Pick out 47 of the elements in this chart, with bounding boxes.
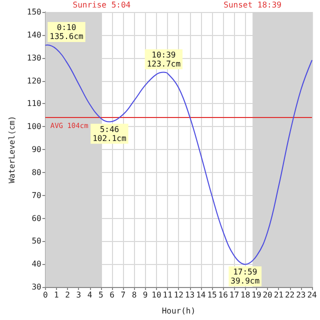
- y-tick-label: 110: [26, 99, 42, 108]
- y-tick-label: 40: [32, 260, 42, 269]
- x-tick-label: 22: [284, 290, 295, 300]
- x-tick-label: 24: [307, 290, 317, 300]
- x-tick-label: 5: [98, 290, 104, 300]
- band-label: Sunset 18:39: [224, 0, 282, 10]
- x-tick-label: 20: [262, 290, 273, 300]
- annotation: 0:10 135.6cm: [50, 23, 84, 41]
- y-tick-label: 30: [32, 282, 42, 292]
- band-label: Sunrise 5:04: [72, 0, 131, 10]
- x-tick-label: 23: [296, 290, 306, 300]
- x-tick-label: 9: [142, 290, 148, 300]
- x-tick-label: 0: [42, 290, 48, 300]
- x-tick-label: 8: [132, 290, 137, 300]
- x-tick-label: 12: [174, 290, 184, 300]
- x-tick-label: 15: [207, 290, 217, 300]
- x-tick-label: 18: [240, 290, 250, 300]
- x-tick-label: 13: [184, 290, 195, 300]
- x-tick-label: 14: [196, 290, 206, 300]
- y-tick-label: 80: [32, 168, 42, 177]
- y-tick-label: 130: [26, 53, 42, 62]
- y-tick-label: 120: [26, 76, 42, 86]
- y-tick-label: 100: [26, 122, 42, 132]
- annotation: 10:39 123.7cm: [146, 50, 181, 68]
- y-tick-label: 90: [32, 145, 42, 154]
- x-tick-label: 10: [152, 290, 162, 300]
- x-tick-label: 21: [274, 290, 284, 300]
- annotation: 17:59 39.9cm: [230, 267, 260, 286]
- y-tick-label: 60: [32, 214, 42, 223]
- y-tick-label: 140: [26, 30, 42, 40]
- x-tick-label: 11: [162, 290, 173, 300]
- x-tick-label: 16: [218, 290, 228, 300]
- x-tick-label: 17: [229, 290, 240, 300]
- x-tick-label: 6: [110, 290, 115, 300]
- y-tick-label: 150: [26, 8, 42, 16]
- y-tick-label: 50: [32, 236, 42, 246]
- x-tick-label: 7: [120, 290, 126, 300]
- x-tick-label: 1: [54, 290, 60, 300]
- line-series: [44, 44, 312, 265]
- annotation: 5:46 102.1cm: [92, 124, 126, 143]
- x-tick-label: 19: [252, 290, 262, 300]
- x-tick-label: 2: [65, 290, 70, 300]
- y-axis-title: WaterLevel(cm): [8, 116, 16, 184]
- x-tick-label: 3: [76, 290, 82, 300]
- y-tick-label: 70: [32, 190, 42, 200]
- x-tick-label: 4: [87, 290, 92, 300]
- x-axis-title: Hour(h): [162, 306, 196, 316]
